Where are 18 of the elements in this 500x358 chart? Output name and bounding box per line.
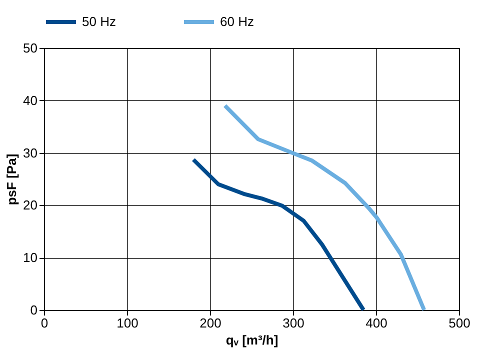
- x-tick-label: 200: [200, 316, 222, 330]
- x-tick-label: 100: [116, 316, 138, 330]
- y-tick-label: 20: [23, 198, 38, 213]
- y-tick-label: 0: [30, 302, 38, 318]
- y-tick-label: 10: [23, 250, 38, 266]
- legend-label: 50 Hz: [82, 14, 116, 29]
- x-tick-label: 0: [40, 316, 48, 330]
- x-tick-label: 500: [448, 316, 470, 330]
- x-tick-label: 400: [366, 316, 388, 330]
- y-tick-label: 30: [23, 145, 38, 160]
- line-series: [191, 158, 366, 312]
- legend-label: 60 Hz: [220, 14, 254, 29]
- line-series: [222, 104, 426, 312]
- x-axis-title: qᵥ [m³/h]: [226, 332, 278, 348]
- x-tick-label: 300: [282, 316, 304, 330]
- y-axis-title: psF [Pa]: [4, 154, 20, 206]
- y-tick-label: 50: [23, 40, 38, 56]
- y-tick-label: 40: [23, 92, 38, 108]
